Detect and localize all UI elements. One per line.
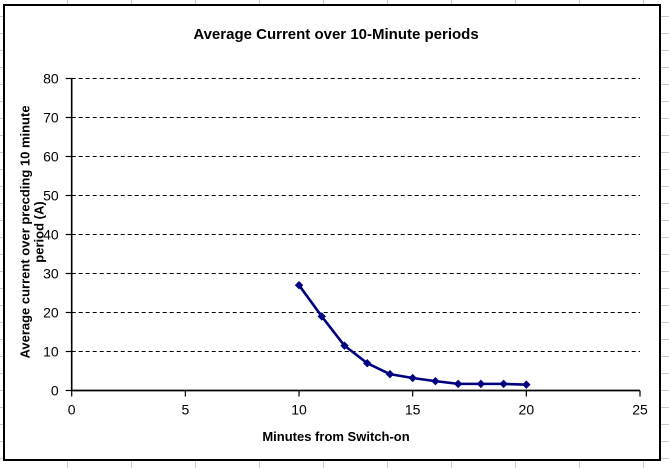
y-tick-label: 30	[43, 266, 59, 282]
data-point-marker	[499, 379, 508, 389]
y-tick-label: 0	[51, 383, 59, 399]
data-point-marker	[476, 379, 486, 389]
y-tick-label: 80	[43, 71, 59, 87]
chart-border	[3, 4, 661, 461]
x-tick-label: 25	[632, 402, 648, 418]
y-tick-label: 20	[43, 305, 59, 321]
data-point-marker	[408, 373, 417, 383]
chart-title: Average Current over 10-Minute periods	[193, 26, 478, 43]
data-point-marker	[363, 359, 372, 368]
y-axis-title-line1: Average current over precding 10 minute	[18, 105, 33, 358]
x-tick-label: 15	[405, 402, 421, 418]
y-tick-label: 60	[43, 149, 59, 165]
data-point-marker	[431, 376, 440, 386]
x-tick-label: 5	[181, 402, 189, 418]
data-point-marker	[522, 380, 531, 389]
data-point-marker	[340, 341, 349, 350]
y-axis-title-line2: period (A)	[32, 201, 47, 262]
data-point-marker	[294, 281, 304, 290]
y-tick-label: 50	[43, 188, 59, 204]
data-point-marker	[453, 379, 463, 389]
x-tick-label: 0	[68, 402, 76, 418]
data-point-marker	[317, 312, 326, 321]
x-axis-title: Minutes from Switch-on	[262, 429, 409, 444]
x-tick-label: 10	[291, 402, 307, 418]
y-tick-label: 40	[43, 227, 59, 243]
data-point-marker	[385, 369, 395, 379]
x-tick-label: 20	[519, 402, 535, 418]
plot-area: 0 10 20 30 40 50 60 70 80 0 5 10 15 20 25	[43, 71, 648, 418]
y-tick-label: 70	[43, 110, 59, 126]
y-tick-label: 10	[43, 344, 59, 360]
